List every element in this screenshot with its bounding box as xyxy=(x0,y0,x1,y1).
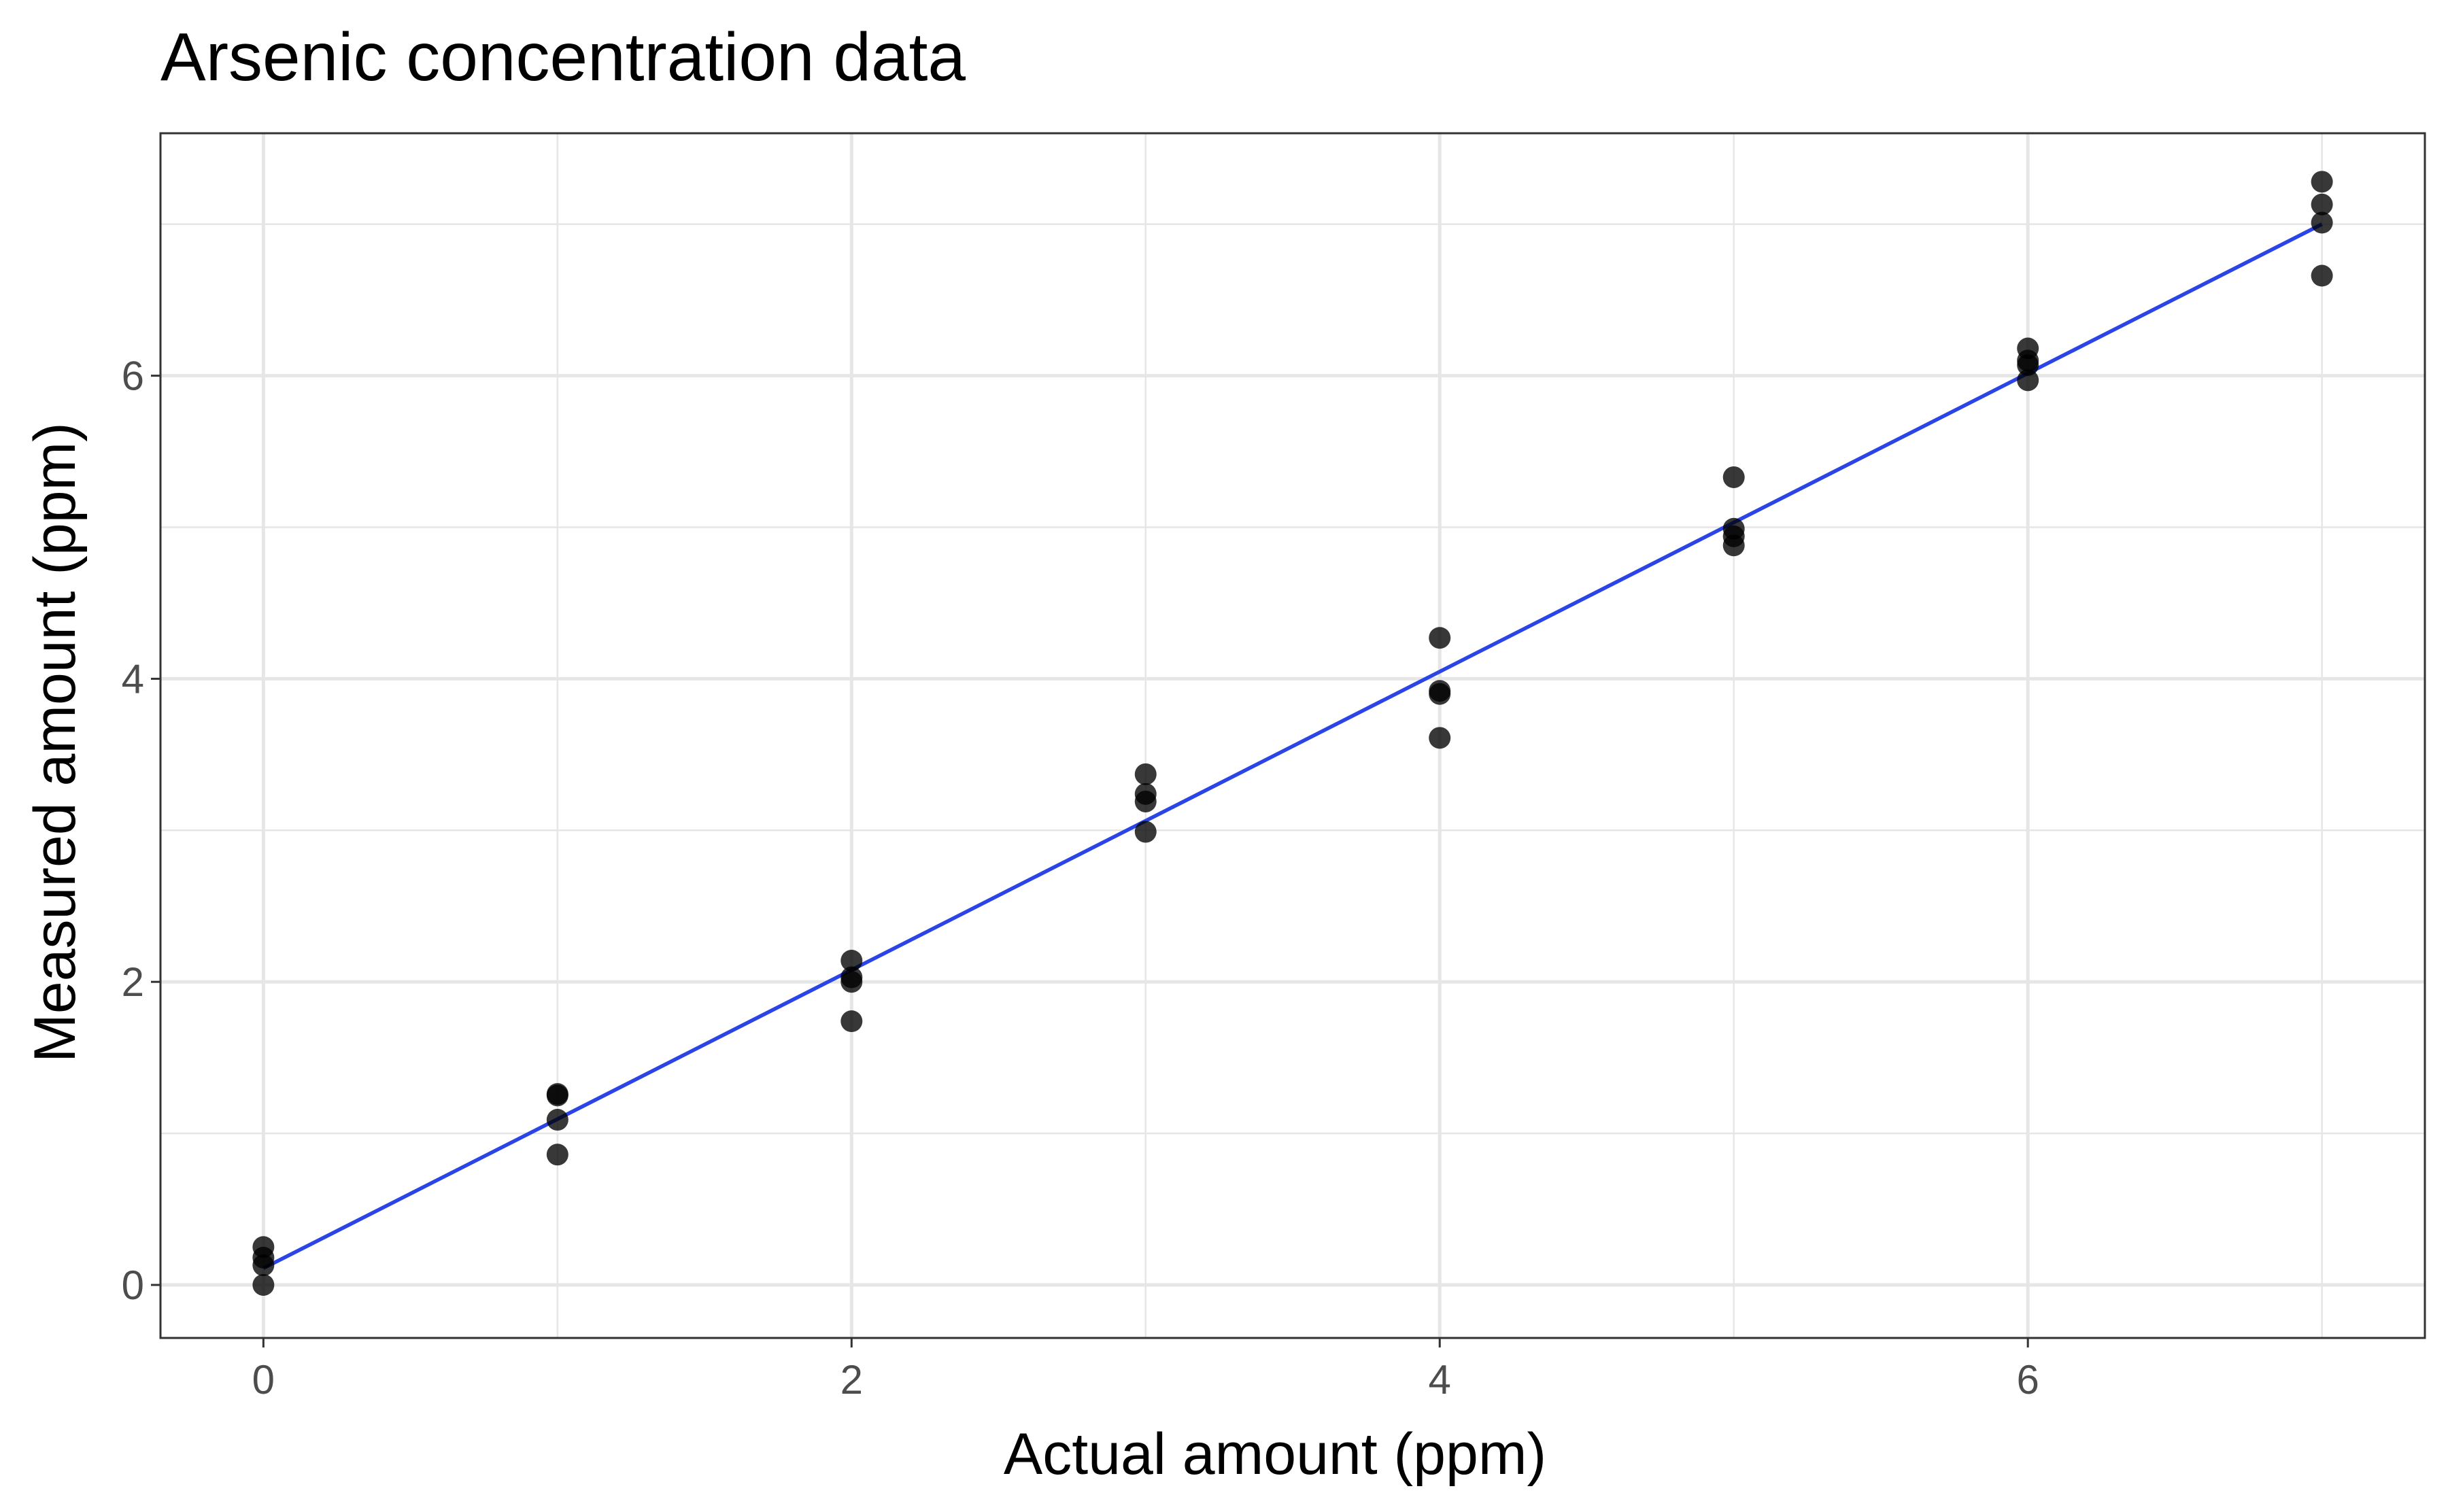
data-point xyxy=(2311,171,2333,193)
data-point xyxy=(840,966,863,989)
data-point xyxy=(252,1273,275,1296)
data-point xyxy=(1134,821,1157,843)
data-point xyxy=(546,1083,568,1105)
x-tick-label: 0 xyxy=(252,1357,275,1403)
data-point xyxy=(1134,763,1157,785)
data-point xyxy=(840,1010,863,1033)
x-axis: 0 2 4 6 xyxy=(252,1338,2039,1403)
x-tick-label: 4 xyxy=(1429,1357,1451,1403)
y-tick-label: 2 xyxy=(122,959,144,1005)
data-point xyxy=(2311,264,2333,287)
y-tick-label: 4 xyxy=(122,656,144,702)
y-tick-label: 0 xyxy=(122,1262,144,1308)
data-point xyxy=(1134,783,1157,805)
data-point xyxy=(1429,680,1451,702)
points-layer xyxy=(252,171,2333,1296)
fit-line-layer xyxy=(262,222,2323,1270)
x-tick-label: 2 xyxy=(840,1357,863,1403)
data-point xyxy=(546,1144,568,1166)
y-axis-title: Measured amount (ppm) xyxy=(22,422,88,1063)
data-point xyxy=(840,949,863,972)
data-point xyxy=(2311,211,2333,234)
panel-border xyxy=(159,132,2426,1339)
data-point xyxy=(1722,517,1745,540)
y-tick-label: 6 xyxy=(122,354,144,399)
x-axis-title: Actual amount (ppm) xyxy=(1004,1422,1546,1487)
data-point xyxy=(2311,193,2333,216)
chart-title: Arsenic concentration data xyxy=(160,19,966,95)
data-point xyxy=(546,1109,568,1131)
data-point xyxy=(2017,369,2039,392)
x-tick-label: 6 xyxy=(2016,1357,2039,1403)
data-point xyxy=(252,1236,275,1258)
data-point xyxy=(2017,337,2039,360)
y-axis: 0 2 4 6 xyxy=(122,354,160,1308)
data-point xyxy=(1429,727,1451,749)
data-point xyxy=(1429,627,1451,649)
data-point xyxy=(1722,466,1745,488)
regression-line xyxy=(262,222,2323,1270)
